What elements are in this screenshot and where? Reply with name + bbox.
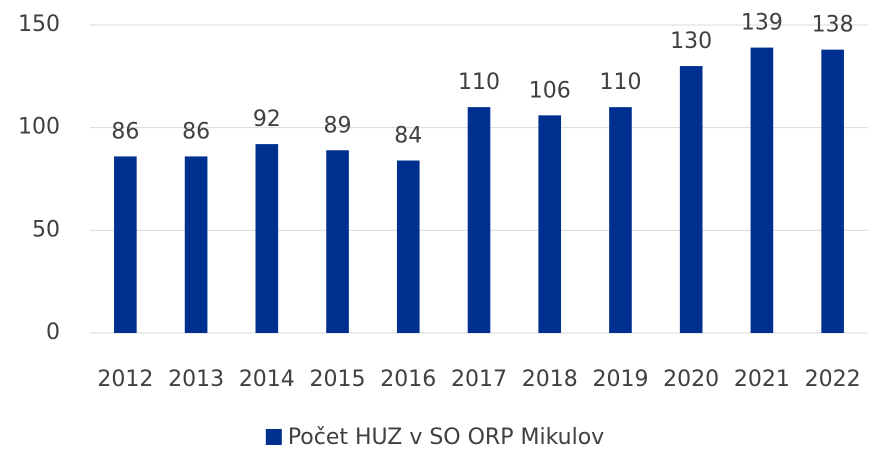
data-label: 138 [812,13,854,38]
data-label: 106 [529,78,571,103]
x-tick-label: 2018 [522,367,578,392]
x-tick-label: 2019 [592,367,648,392]
x-tick-label: 2021 [734,367,790,392]
bar [255,144,279,333]
y-tick-label: 50 [32,217,60,242]
bar [184,156,208,333]
data-label: 86 [111,119,139,144]
y-tick-label: 150 [18,12,60,37]
x-tick-label: 2015 [310,367,366,392]
bar [750,47,774,333]
x-tick-label: 2012 [97,367,153,392]
data-label: 110 [599,70,641,95]
x-tick-label: 2014 [239,367,295,392]
bar [467,107,491,333]
y-tick-label: 0 [46,320,60,345]
x-tick-label: 2022 [805,367,861,392]
bar [396,160,420,333]
data-label: 89 [324,113,352,138]
x-tick-label: 2020 [663,367,719,392]
bar [679,66,703,334]
bar [538,115,562,333]
x-tick-label: 2016 [380,367,436,392]
data-label: 86 [182,119,210,144]
data-label: 84 [394,124,422,149]
data-label: 130 [670,29,712,54]
bar [821,49,844,333]
data-label: 92 [253,107,281,132]
x-tick-label: 2013 [168,367,224,392]
data-label: 139 [741,11,783,36]
x-tick-label: 2017 [451,367,507,392]
bar [114,156,137,333]
bar [326,150,349,333]
legend-label: Počet HUZ v SO ORP Mikulov [288,425,604,450]
y-tick-label: 100 [18,115,60,140]
bar [609,107,632,333]
legend-swatch [265,429,282,445]
data-label: 110 [458,70,500,95]
